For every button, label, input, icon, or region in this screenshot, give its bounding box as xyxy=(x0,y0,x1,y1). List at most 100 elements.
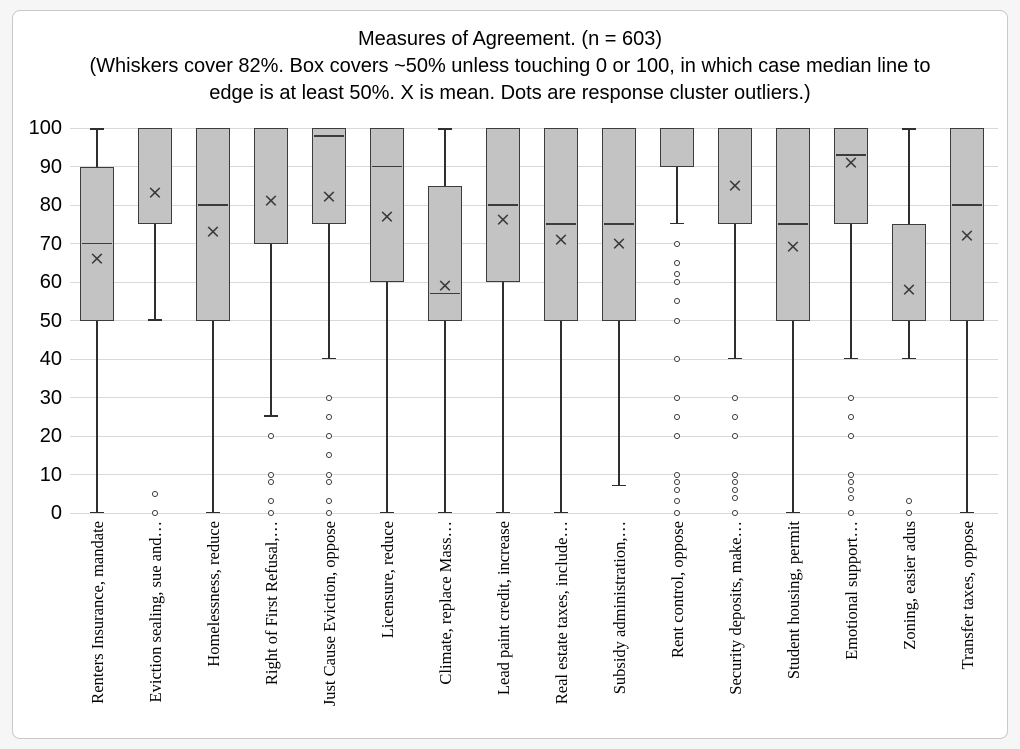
outlier-dot xyxy=(732,486,738,493)
outlier-dot xyxy=(848,433,854,439)
gridline-0 xyxy=(70,512,998,514)
y-tick-label-90: 90 xyxy=(39,155,62,178)
x-category-label: Climate, replace Mass… xyxy=(436,521,455,685)
x-category-label: Eviction sealing, sue and… xyxy=(146,521,165,703)
box xyxy=(254,128,288,244)
lower-whisker-cap xyxy=(612,484,626,487)
x-category-label: Rent control, oppose xyxy=(668,521,687,659)
gridline-30 xyxy=(70,397,998,398)
x-category-label: Lead paint credit, increase xyxy=(494,521,513,696)
outlier-dot xyxy=(152,510,158,516)
outlier-dot xyxy=(848,413,854,420)
outlier-dot xyxy=(906,510,912,516)
median-line xyxy=(951,204,983,206)
outlier-dot xyxy=(848,494,854,501)
outlier-dot xyxy=(848,394,854,401)
gridline-100 xyxy=(70,127,998,129)
box xyxy=(834,128,868,225)
upper-whisker xyxy=(908,128,910,225)
box xyxy=(718,128,752,225)
outlier-dot xyxy=(674,259,680,266)
lower-whisker xyxy=(734,224,736,359)
y-tick-label-60: 60 xyxy=(39,271,62,293)
chart-subtitle-line1: (Whiskers cover 82%. Box covers ~50% unl… xyxy=(89,55,931,77)
gridline-70 xyxy=(70,243,998,244)
lower-whisker-cap xyxy=(786,511,800,513)
lower-whisker-cap xyxy=(438,511,452,513)
outlier-dot xyxy=(732,479,738,486)
lower-whisker-cap xyxy=(206,511,220,513)
lower-whisker xyxy=(676,166,678,225)
mean-marker: × xyxy=(553,228,569,251)
box xyxy=(370,128,404,282)
outlier-dot xyxy=(326,413,332,420)
mean-marker: × xyxy=(727,174,743,197)
mean-marker: × xyxy=(379,205,395,228)
outlier-dot xyxy=(268,498,274,505)
outlier-dot xyxy=(674,498,680,505)
lower-whisker-cap xyxy=(670,222,684,225)
upper-whisker-cap xyxy=(438,128,452,130)
x-category-label: Zoning, easier adus xyxy=(900,521,919,650)
x-category-label: Homelessness, reduce xyxy=(204,521,223,667)
outlier-dot xyxy=(674,240,680,247)
y-tick-label-70: 70 xyxy=(39,232,62,255)
lower-whisker-cap xyxy=(554,511,568,513)
lower-whisker xyxy=(444,320,446,513)
gridline-40 xyxy=(70,358,998,360)
lower-whisker xyxy=(270,243,272,417)
outlier-dot xyxy=(326,394,332,401)
lower-whisker-cap xyxy=(902,357,916,359)
upper-whisker-cap xyxy=(902,128,916,130)
median-line xyxy=(371,165,403,168)
outlier-dot xyxy=(268,471,274,478)
gridline-20 xyxy=(70,435,998,437)
outlier-dot xyxy=(674,479,680,486)
median-line xyxy=(835,154,867,156)
median-line xyxy=(777,223,809,226)
outlier-dot xyxy=(152,490,158,497)
x-category-label: Just Cause Eviction, oppose xyxy=(320,521,339,707)
box xyxy=(196,128,230,321)
gridline-90 xyxy=(70,166,998,167)
gridline-50 xyxy=(70,320,998,321)
y-tick-label-30: 30 xyxy=(39,386,62,409)
median-line xyxy=(545,223,577,226)
lower-whisker xyxy=(850,224,852,359)
box xyxy=(950,128,984,321)
y-tick-label-10: 10 xyxy=(39,463,62,486)
x-category-label: Student housing, permit xyxy=(784,521,803,680)
lower-whisker xyxy=(154,224,156,321)
gridline-60 xyxy=(70,281,998,283)
outlier-dot xyxy=(848,479,854,486)
mean-marker: × xyxy=(901,278,917,301)
box xyxy=(138,128,172,225)
outlier-dot xyxy=(674,510,680,516)
outlier-dot xyxy=(674,433,680,439)
mean-marker: × xyxy=(495,208,511,231)
lower-whisker xyxy=(618,320,620,487)
outlier-dot xyxy=(674,356,680,362)
median-line xyxy=(429,292,461,295)
outlier-dot xyxy=(732,433,738,439)
median-line xyxy=(487,204,519,206)
lower-whisker xyxy=(212,320,214,513)
median-line xyxy=(81,242,113,245)
y-tick-label-100: 100 xyxy=(28,117,62,139)
plot-area: × × × × × × × × × × × × × × × xyxy=(70,127,998,516)
outlier-dot xyxy=(268,479,274,486)
outlier-dot xyxy=(674,317,680,324)
mean-marker: × xyxy=(437,274,453,297)
x-category-label: Licensure, reduce xyxy=(378,521,397,639)
upper-whisker xyxy=(96,128,98,167)
mean-marker: × xyxy=(205,220,221,243)
outlier-dot xyxy=(326,479,332,486)
x-category-label: Renters Insurance, mandate xyxy=(88,521,107,704)
lower-whisker xyxy=(792,320,794,513)
outlier-dot xyxy=(674,298,680,305)
mean-marker: × xyxy=(89,247,105,270)
mean-marker: × xyxy=(843,151,859,174)
outlier-dot xyxy=(732,494,738,501)
outlier-dot xyxy=(674,279,680,285)
